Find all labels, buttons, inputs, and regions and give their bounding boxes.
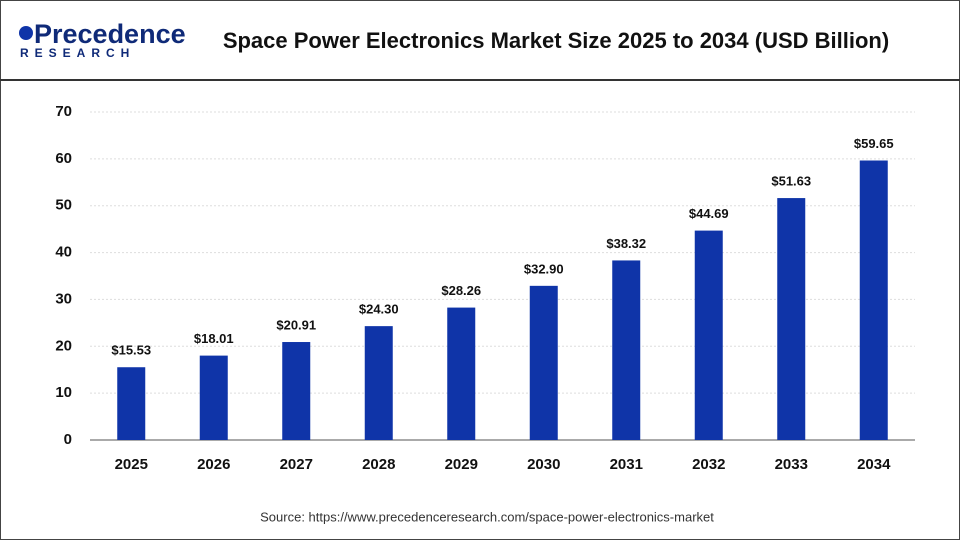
bar [612,260,641,440]
x-tick-label: 2034 [857,456,891,473]
value-label: $20.91 [276,317,316,332]
bar [694,230,723,440]
value-label: $24.30 [359,302,399,317]
value-label: $28.26 [441,283,481,298]
x-tick-label: 2033 [775,456,808,473]
bar [364,326,393,440]
bar [777,198,806,440]
value-label: $44.69 [689,206,729,221]
x-tick-label: 2025 [115,456,148,473]
value-label: $18.01 [194,331,234,346]
value-label: $38.32 [606,236,646,251]
x-tick-label: 2028 [362,456,395,473]
value-label: $32.90 [524,261,564,276]
value-label: $51.63 [771,174,811,189]
y-tick-label: 0 [64,431,72,448]
logo-icon [19,26,33,40]
y-tick-label: 20 [55,337,72,354]
logo-tagline: RESEARCH [20,46,135,60]
value-label: $15.53 [111,343,151,358]
logo-name: Precedence [34,19,186,49]
y-tick-label: 50 [55,197,72,214]
y-tick-label: 30 [55,290,72,307]
bar [447,307,476,440]
y-tick-label: 60 [55,150,72,167]
x-tick-label: 2031 [610,456,643,473]
x-tick-label: 2029 [445,456,478,473]
y-tick-label: 70 [55,103,72,120]
bar [199,355,228,440]
value-label: $59.65 [854,136,894,151]
bar [529,285,558,440]
x-tick-label: 2030 [527,456,560,473]
source-note: Source: https://www.precedenceresearch.c… [260,509,714,524]
x-tick-label: 2027 [280,456,313,473]
bar [282,342,311,440]
x-tick-label: 2032 [692,456,725,473]
chart-title: Space Power Electronics Market Size 2025… [223,28,889,53]
x-tick-label: 2026 [197,456,230,473]
bar [859,160,888,441]
y-tick-label: 10 [55,384,72,401]
y-tick-label: 40 [55,244,72,261]
bar [117,367,146,440]
